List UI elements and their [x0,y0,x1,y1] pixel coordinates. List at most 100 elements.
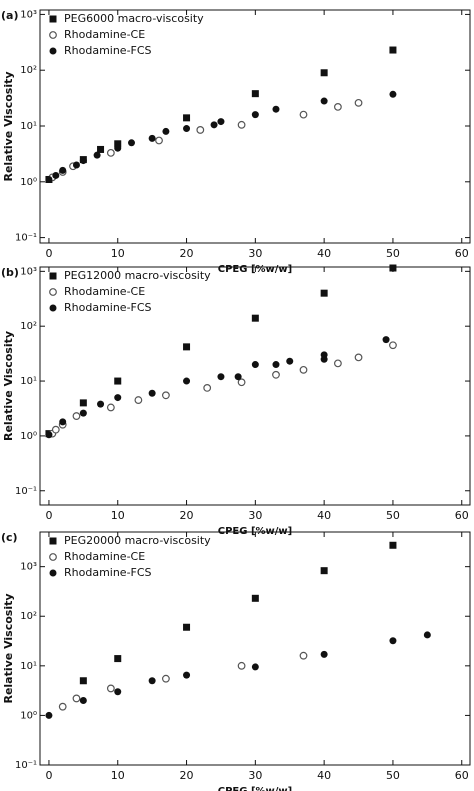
x-tick-label: 60 [455,247,469,260]
x-tick-label: 40 [317,509,331,522]
circle-marker [162,127,170,135]
open-circle-marker [334,103,342,111]
legend-marker [49,15,57,23]
x-tick-label: 10 [111,247,125,260]
circle-marker [79,409,87,417]
legend-label: PEG20000 macro-viscosity [64,534,211,547]
y-tick-label: 10⁻¹ [15,233,37,244]
legend-label: Rhodamine-CE [64,28,145,41]
circle-marker [52,171,60,179]
circle-marker [389,90,397,98]
open-circle-marker [162,674,170,683]
circle-marker [114,394,122,402]
y-tick-label: 10⁰ [20,177,37,188]
open-circle-marker [155,136,163,145]
square-marker [320,69,328,77]
circle-marker [183,125,191,133]
y-tick-label: 10³ [20,562,37,573]
x-tick-label: 0 [45,769,52,782]
open-circle-marker [106,684,115,693]
open-circle-marker [354,353,363,362]
open-circle-marker [134,396,143,404]
x-tick-label: 40 [317,247,331,260]
x-tick-label: 40 [317,769,331,782]
x-axis-label: CPEG [%w/w] [218,786,292,791]
y-tick-label: 10² [20,611,37,622]
open-circle-marker [72,694,81,703]
y-tick-label: 10⁻¹ [15,760,37,771]
circle-marker [114,688,122,696]
open-circle-marker [106,148,115,157]
x-tick-label: 30 [248,769,262,782]
legend-label: Rhodamine-CE [64,285,145,298]
square-marker [79,399,87,407]
square-marker [251,594,259,602]
y-tick-label: 10³ [20,9,37,20]
square-marker [389,541,397,549]
x-tick-label: 0 [45,509,52,522]
legend-marker [49,304,57,312]
circle-marker [93,151,101,159]
square-marker [251,314,259,322]
circle-marker [320,355,328,363]
square-marker [320,567,328,575]
x-tick-label: 50 [386,247,400,260]
circle-marker [148,677,156,685]
circle-marker [320,650,328,658]
circle-marker [97,400,105,408]
circle-marker [234,373,242,381]
square-marker [183,343,191,351]
open-circle-marker [106,403,115,412]
y-tick-label: 10³ [20,266,37,277]
circle-marker [45,711,53,719]
legend-marker [49,553,57,561]
square-marker [79,677,87,685]
legend-label: Rhodamine-FCS [64,44,152,57]
legend-label: Rhodamine-FCS [64,301,152,314]
x-tick-label: 50 [386,769,400,782]
y-tick-label: 10¹ [20,121,37,132]
square-marker [114,140,122,148]
square-marker [114,655,122,663]
circle-marker [148,134,156,142]
circle-marker [272,361,280,369]
y-axis-label: Relative Viscosity [2,71,15,181]
x-tick-label: 60 [455,509,469,522]
square-marker [97,145,105,153]
y-tick-label: 10⁰ [20,431,37,442]
circle-marker [183,377,191,385]
circle-marker [45,431,53,439]
open-circle-marker [354,98,363,107]
y-tick-label: 10² [20,65,37,76]
open-circle-marker [389,341,397,350]
open-circle-marker [72,412,81,420]
x-tick-label: 30 [248,247,262,260]
square-marker [251,90,259,98]
x-tick-label: 50 [386,509,400,522]
x-tick-label: 60 [455,769,469,782]
circle-marker [79,157,87,165]
open-circle-marker [51,425,60,434]
circle-marker [251,111,259,119]
legend-label: Rhodamine-FCS [64,566,152,579]
y-tick-label: 10¹ [20,661,37,672]
square-marker [389,264,397,272]
open-circle-marker [162,391,170,400]
circle-marker [59,418,67,426]
open-circle-marker [237,378,246,387]
x-tick-label: 20 [180,769,194,782]
open-circle-marker [299,110,308,119]
x-tick-label: 20 [180,509,194,522]
legend-marker [49,272,57,280]
y-tick-label: 10⁻¹ [15,486,37,497]
circle-marker [320,97,328,105]
panel-label: (c) [1,531,18,544]
circle-marker [382,336,390,344]
square-marker [320,289,328,297]
circle-marker [114,144,122,152]
circle-marker [272,105,280,113]
legend-marker [49,288,57,296]
circle-marker [389,637,397,645]
legend-marker [49,537,57,545]
